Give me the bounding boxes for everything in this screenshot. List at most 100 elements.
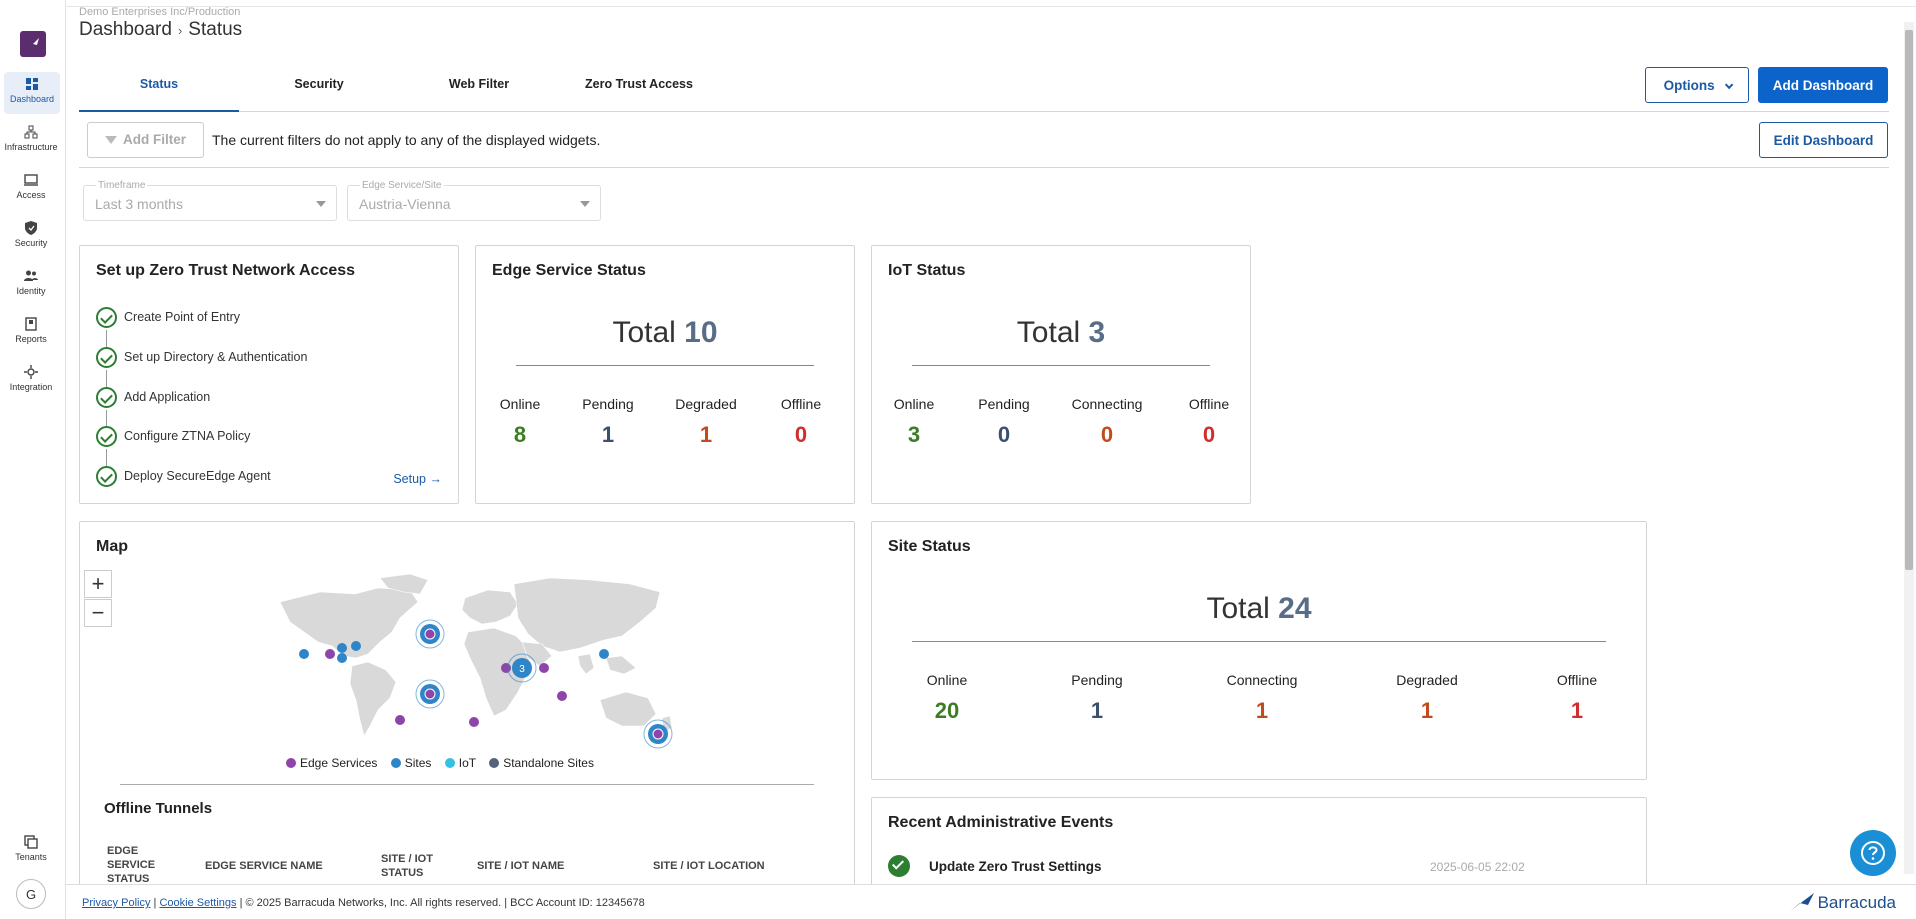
step-connector xyxy=(106,449,107,466)
chevron-down-icon xyxy=(1725,80,1734,89)
stat-connecting[interactable]: Connecting 0 xyxy=(1071,396,1143,447)
integration-icon xyxy=(24,365,38,379)
stat-online[interactable]: Online 8 xyxy=(499,396,541,447)
stat-offline[interactable]: Offline 1 xyxy=(1556,672,1598,723)
shield-icon xyxy=(25,221,37,235)
divider xyxy=(120,784,814,785)
add-filter-label: Add Filter xyxy=(123,132,186,147)
total-count: Total 10 xyxy=(612,316,718,349)
sidebar-item-access[interactable]: Access xyxy=(0,168,62,210)
step-connector xyxy=(106,410,107,427)
column-header[interactable]: SITE / IOT NAME xyxy=(477,860,565,872)
sidebar-item-label: Tenants xyxy=(15,852,47,862)
tab-bar: Status Security Web Filter Zero Trust Ac… xyxy=(79,66,1889,112)
breadcrumb-dashboard[interactable]: Dashboard xyxy=(79,19,172,40)
timeframe-select[interactable]: Timeframe Last 3 months xyxy=(83,180,337,221)
column-header[interactable]: EDGE SERVICE NAME xyxy=(205,860,323,872)
sidebar-item-dashboard[interactable]: Dashboard xyxy=(4,72,60,114)
privacy-policy-link[interactable]: Privacy Policy xyxy=(82,897,151,909)
stat-degraded[interactable]: Degraded 1 xyxy=(675,396,737,447)
edge-service-status-card: Edge Service Status Total 10 Online 8 Pen… xyxy=(475,245,855,504)
map-legend: Edge Services Sites IoT Standalone Sites xyxy=(276,756,594,770)
tab-security[interactable]: Security xyxy=(294,77,344,91)
page-scrollbar[interactable] xyxy=(1904,22,1914,874)
org-path: Demo Enterprises Inc/Production xyxy=(79,6,241,18)
total-count: Total 3 xyxy=(1016,316,1106,349)
sidebar-item-integration[interactable]: Integration xyxy=(0,360,62,402)
check-circle-icon xyxy=(96,307,117,328)
column-header[interactable]: SITE / IOT STATUS xyxy=(381,853,433,879)
avatar[interactable]: G xyxy=(16,879,46,909)
setup-link[interactable]: Setup → xyxy=(393,472,442,486)
sidebar-item-identity[interactable]: Identity xyxy=(0,264,62,306)
breadcrumb: Dashboard › Status xyxy=(79,19,242,41)
edit-dashboard-button[interactable]: Edit Dashboard xyxy=(1759,122,1888,158)
arrow-right-icon: → xyxy=(429,472,443,486)
identity-icon xyxy=(24,270,38,281)
sidebar-item-label: Identity xyxy=(16,286,46,296)
legend-dot xyxy=(444,758,455,768)
admin-events-card: Recent Administrative Events Update Zero… xyxy=(871,797,1647,893)
stat-pending[interactable]: Pending 1 xyxy=(1071,672,1123,723)
legend-dot xyxy=(286,758,296,768)
stat-online[interactable]: Online 3 xyxy=(893,396,935,447)
check-circle-icon xyxy=(96,387,117,408)
sidebar-item-tenants[interactable]: Tenants xyxy=(0,830,62,872)
scrollbar-thumb[interactable] xyxy=(1905,30,1913,570)
stat-online[interactable]: Online 20 xyxy=(926,672,968,723)
dashboard-icon xyxy=(26,78,38,90)
map-cluster-count: 3 xyxy=(519,664,525,675)
stat-offline[interactable]: Offline 0 xyxy=(1188,396,1230,447)
stat-offline[interactable]: Offline 0 xyxy=(780,396,822,447)
access-icon xyxy=(24,174,38,186)
card-title: IoT Status xyxy=(888,262,966,279)
total-count: Total 24 xyxy=(1206,592,1312,625)
options-button[interactable]: Options xyxy=(1645,67,1749,103)
column-header[interactable]: SITE / IOT LOCATION xyxy=(653,860,765,872)
ztna-setup-card: Set up Zero Trust Network Access Create … xyxy=(79,245,459,504)
cookie-settings-link[interactable]: Cookie Settings xyxy=(159,897,237,909)
caret-down-icon xyxy=(580,201,590,207)
site-select[interactable]: Edge Service/Site Austria-Vienna xyxy=(347,180,601,221)
help-icon xyxy=(1861,841,1885,865)
options-label: Options xyxy=(1663,77,1715,93)
barracuda-fin-icon xyxy=(1789,893,1814,911)
infrastructure-icon xyxy=(24,125,38,139)
stat-pending[interactable]: Pending 1 xyxy=(582,396,634,447)
step-connector xyxy=(106,370,107,387)
stat-pending[interactable]: Pending 0 xyxy=(978,396,1030,447)
sidebar-item-infrastructure[interactable]: Infrastructure xyxy=(0,120,62,162)
world-map[interactable]: 3 xyxy=(260,570,700,750)
zoom-in-button[interactable]: + xyxy=(84,570,112,598)
caret-down-icon xyxy=(316,201,326,207)
sidebar-item-label: Integration xyxy=(9,382,53,392)
iot-status-card: IoT Status Total 3 Online 3 Pending 0 Conn… xyxy=(871,245,1251,504)
check-circle-icon xyxy=(96,426,117,447)
divider xyxy=(516,365,814,366)
event-name[interactable]: Update Zero Trust Settings xyxy=(929,859,1102,874)
sidebar-item-security[interactable]: Security xyxy=(0,216,62,258)
offline-tunnels-title: Offline Tunnels xyxy=(104,800,213,817)
sidebar-item-label: Dashboard xyxy=(9,94,55,104)
help-button[interactable] xyxy=(1850,830,1896,876)
top-border xyxy=(66,6,1916,7)
add-dashboard-button[interactable]: Add Dashboard xyxy=(1758,67,1888,103)
tab-status[interactable]: Status xyxy=(79,66,239,112)
card-title: Site Status xyxy=(888,538,971,555)
column-header[interactable]: EDGE SERVICE STATUS xyxy=(107,845,156,885)
stat-connecting[interactable]: Connecting 1 xyxy=(1226,672,1298,723)
sidebar: Dashboard Infrastructure Access Security… xyxy=(0,0,66,919)
add-filter-button[interactable]: Add Filter xyxy=(87,122,204,158)
sidebar-item-reports[interactable]: Reports xyxy=(0,312,62,354)
card-title: Recent Administrative Events xyxy=(888,814,1114,831)
sidebar-item-label: Reports xyxy=(15,334,47,344)
footer: Privacy Policy | Cookie Settings | © 202… xyxy=(66,884,1916,919)
legend-dot xyxy=(390,758,401,768)
sidebar-item-label: Security xyxy=(14,238,48,248)
card-title: Edge Service Status xyxy=(492,262,646,279)
tab-web-filter[interactable]: Web Filter xyxy=(448,77,510,91)
zoom-out-button[interactable]: − xyxy=(84,599,112,627)
stat-degraded[interactable]: Degraded 1 xyxy=(1396,672,1458,723)
tab-zero-trust-access[interactable]: Zero Trust Access xyxy=(585,77,693,91)
barracuda-logo-icon[interactable] xyxy=(20,31,46,57)
